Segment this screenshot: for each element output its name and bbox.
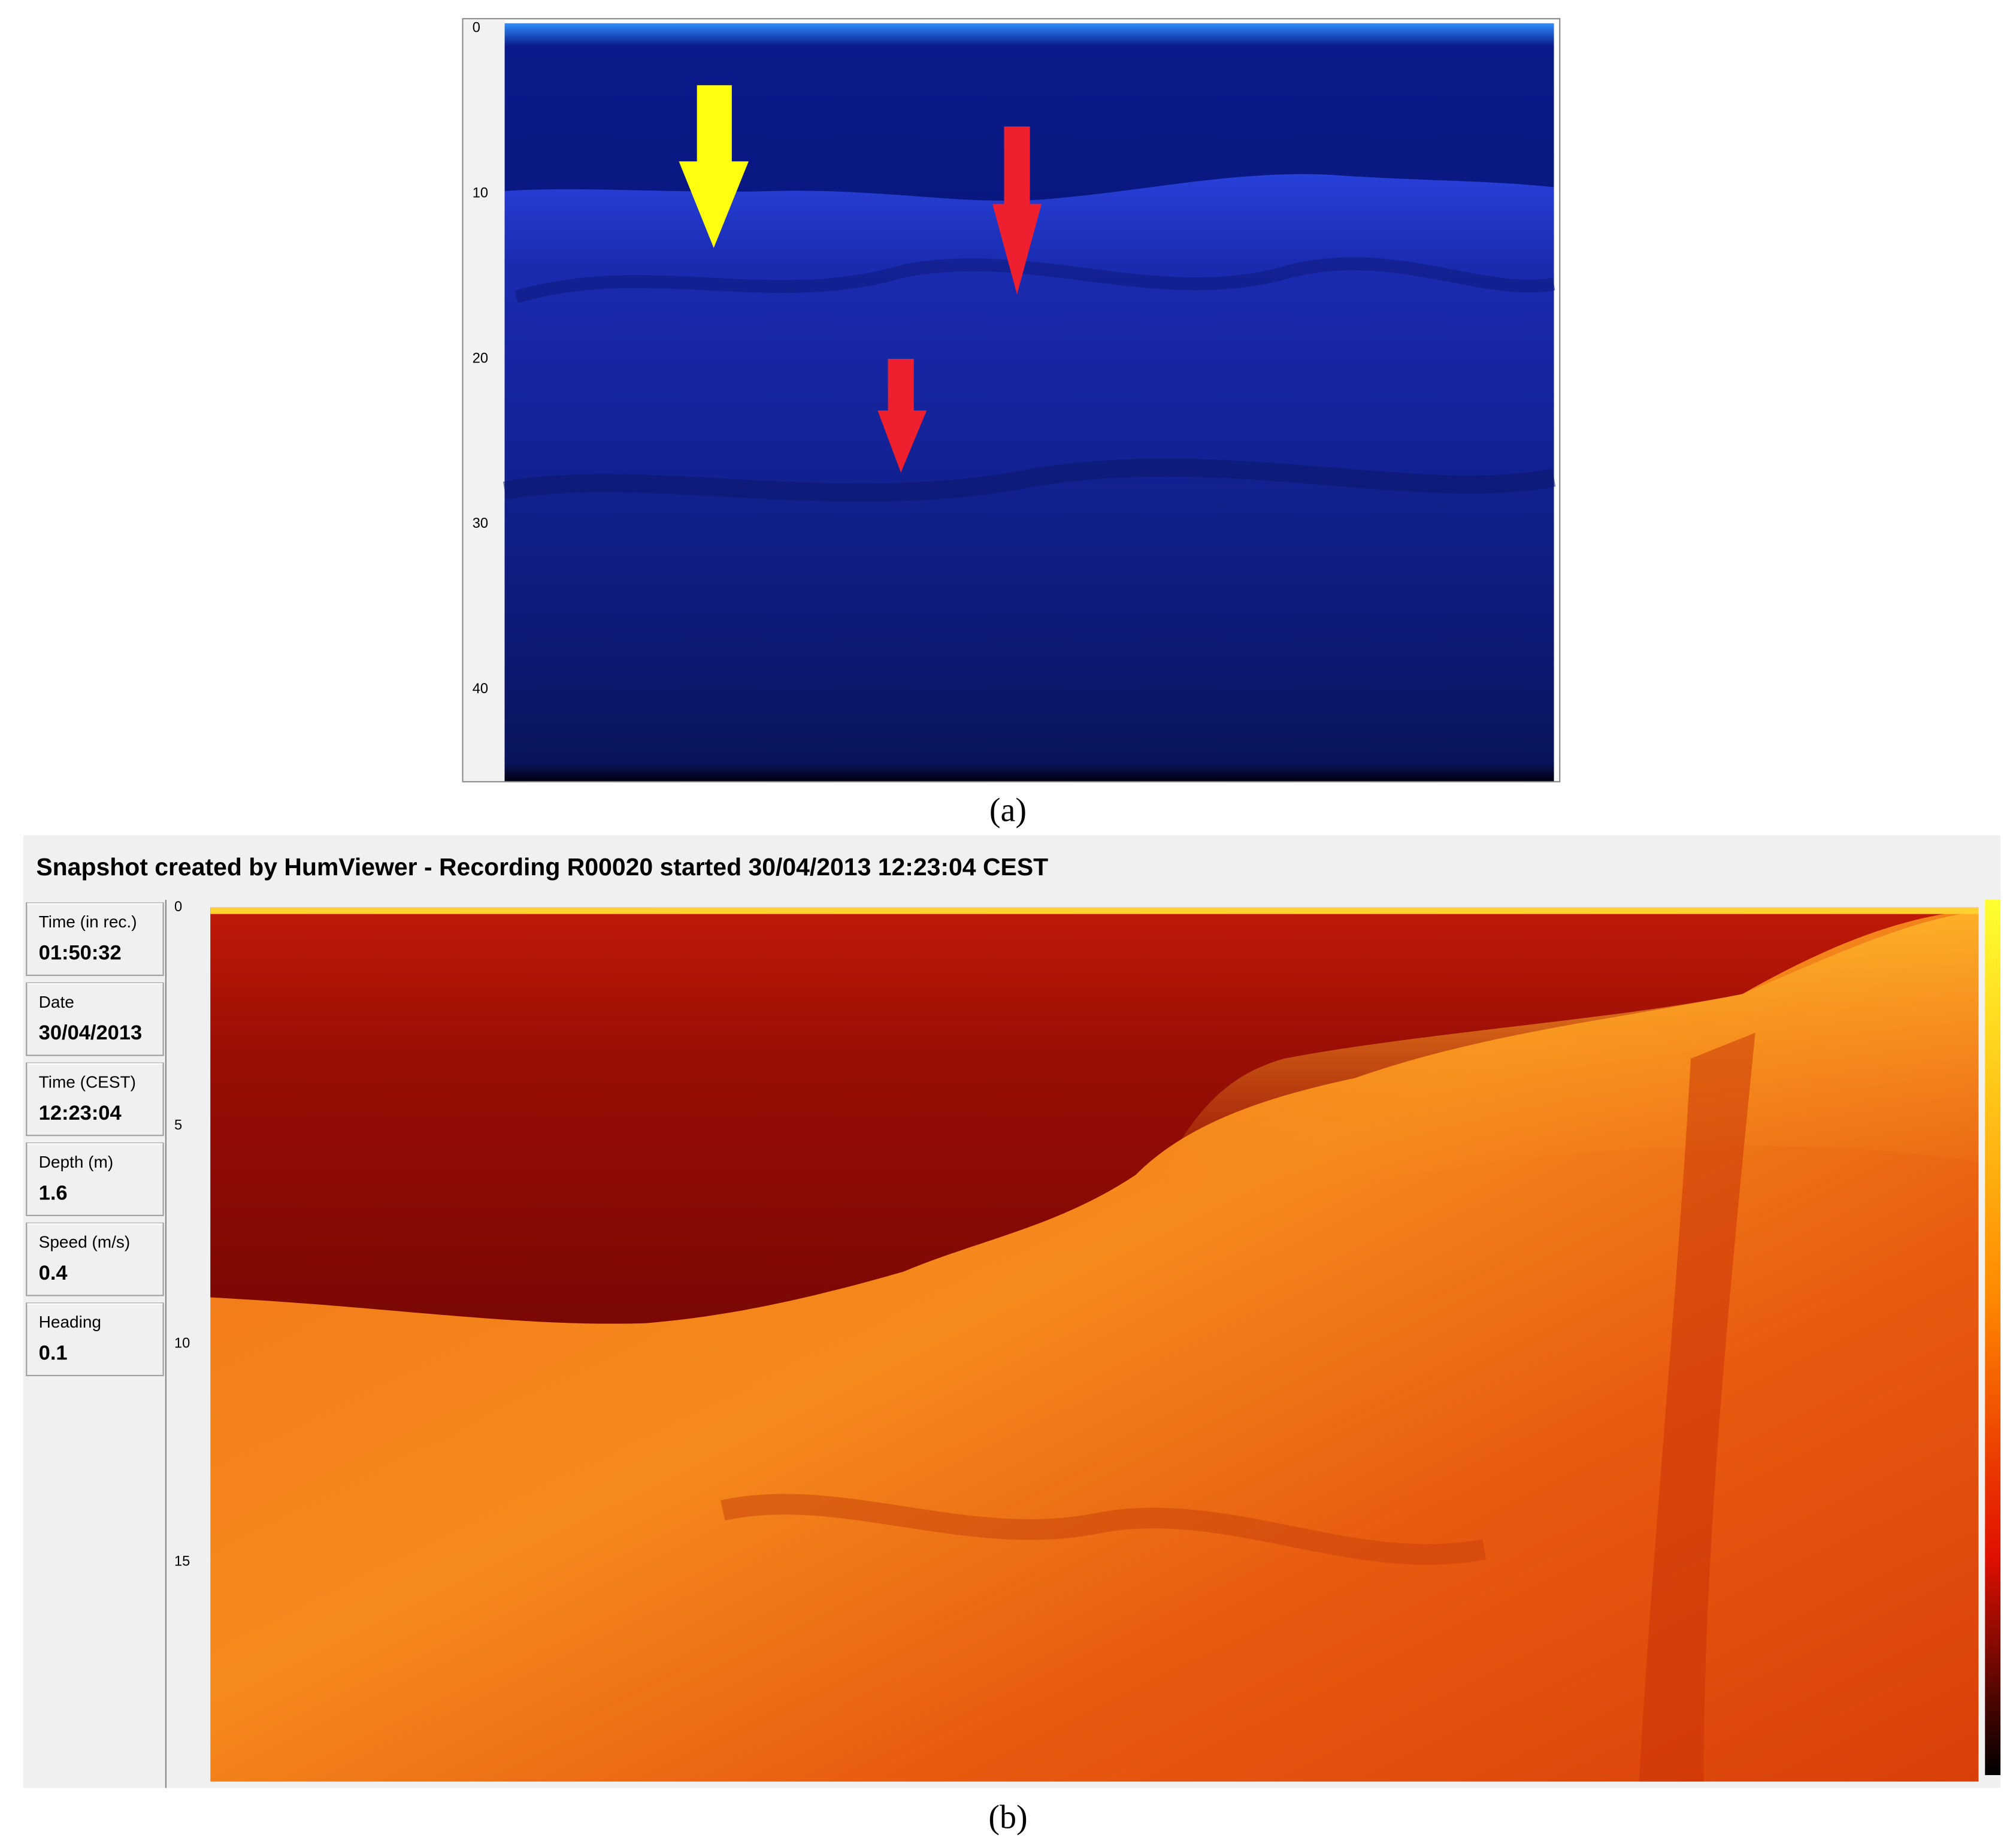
- panel-a-axis: [463, 19, 505, 781]
- depth-tick-label: 0: [473, 20, 480, 36]
- info-fields: Time (in rec.) 01:50:32 Date 30/04/2013 Time…: [26, 902, 164, 1377]
- sonar-texture: [721, 1494, 1487, 1565]
- field-box: [26, 982, 164, 1056]
- depth-tick-label: 5: [174, 1117, 182, 1133]
- depth-tick-label: 10: [174, 1336, 190, 1352]
- caption: (a): [989, 791, 1027, 829]
- slope-highlight: [1161, 911, 1979, 1201]
- caption: (b): [988, 1798, 1027, 1836]
- field-box: [26, 1222, 164, 1296]
- depth-tick-label: 30: [473, 516, 488, 531]
- field-value: 0.4: [39, 1262, 68, 1284]
- panel-a-ticks: 0 10 20 30 40: [473, 20, 488, 697]
- field-value: 0.1: [39, 1342, 68, 1365]
- yellow-arrow: [679, 85, 749, 248]
- field-value: 12:23:04: [39, 1102, 122, 1124]
- field-value: 01:50:32: [39, 942, 122, 965]
- surface-line: [210, 907, 1979, 914]
- sonar-texture: [514, 257, 1555, 303]
- panel-b-ticks: 0 5 10 15: [174, 899, 190, 1570]
- field-label: Time (in rec.): [39, 912, 137, 931]
- field-value: 30/04/2013: [39, 1021, 143, 1044]
- sonar-texture: [503, 458, 1556, 502]
- depth-tick-label: 40: [473, 681, 488, 697]
- red-arrow: [877, 359, 927, 473]
- depth-tick-label: 20: [473, 350, 488, 366]
- field-label: Speed (m/s): [39, 1233, 131, 1252]
- field-label: Time (CEST): [39, 1072, 136, 1091]
- field-box: [26, 1142, 164, 1216]
- color-bar: [1985, 899, 2001, 1775]
- field-value: 1.6: [39, 1181, 68, 1204]
- field-box: [26, 1302, 164, 1377]
- field-box: [26, 1062, 164, 1136]
- viewer-title: Snapshot created by HumViewer - Recordin…: [36, 853, 1048, 881]
- field-label: Heading: [39, 1313, 101, 1331]
- depth-tick-label: 15: [174, 1554, 190, 1570]
- field-label: Date: [39, 993, 74, 1011]
- field-label: Depth (m): [39, 1153, 113, 1171]
- field-box: [26, 902, 164, 977]
- sonar-texture: [1639, 1032, 1755, 1782]
- depth-tick-label: 0: [174, 899, 182, 915]
- depth-tick-label: 10: [473, 185, 488, 201]
- red-arrow: [992, 126, 1042, 295]
- panel-b-water: [210, 907, 1979, 1324]
